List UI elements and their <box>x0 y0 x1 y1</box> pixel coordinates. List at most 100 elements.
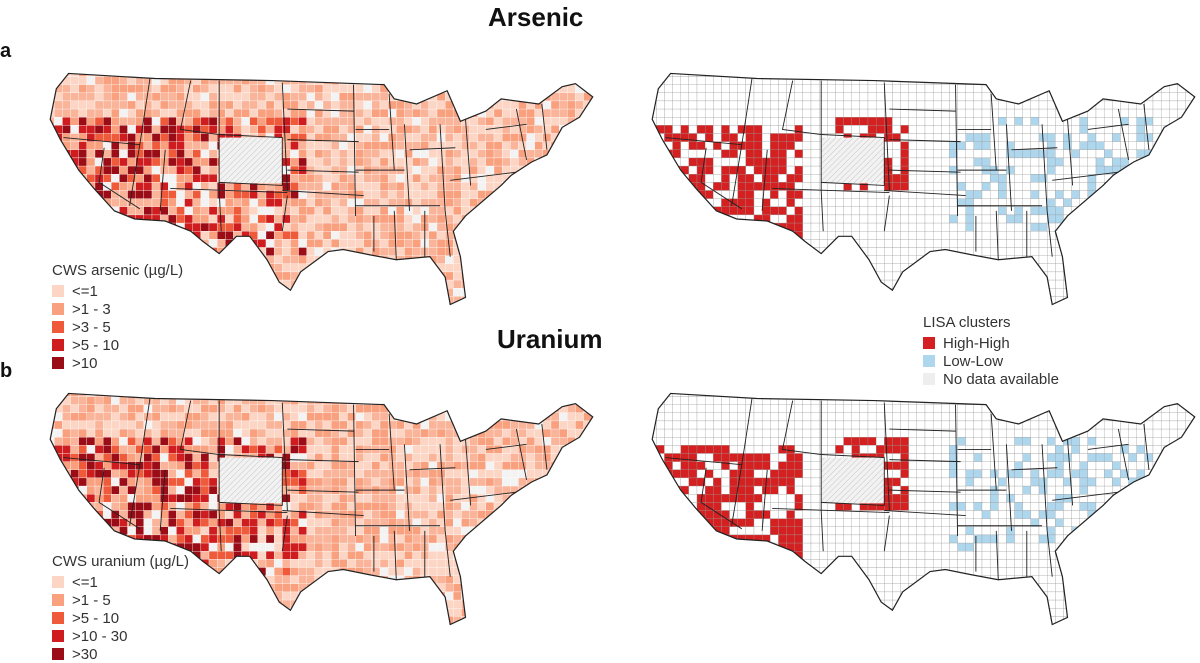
county-cell <box>364 421 372 429</box>
county-cell <box>1129 264 1137 272</box>
county-cell <box>144 223 152 231</box>
county-cell <box>494 158 502 166</box>
county-cell <box>193 215 201 223</box>
county-cell <box>217 305 225 313</box>
county-cell <box>396 134 404 142</box>
county-cell <box>87 445 95 453</box>
county-cell <box>1177 280 1185 288</box>
county-cell <box>478 288 486 296</box>
county-cell <box>584 125 592 133</box>
county-cell <box>1129 142 1137 150</box>
county-cell <box>494 388 502 396</box>
county-cell <box>168 77 176 85</box>
county-cell <box>941 239 949 247</box>
county-cell <box>470 166 478 174</box>
county-cell <box>1023 134 1031 142</box>
county-cell <box>217 296 225 304</box>
county-cell <box>437 207 445 215</box>
county-cell <box>1072 93 1080 101</box>
county-cell <box>852 93 860 101</box>
county-cell <box>429 101 437 109</box>
county-cell <box>323 85 331 93</box>
county-cell <box>966 280 974 288</box>
county-cell <box>1137 142 1145 150</box>
county-cell <box>339 150 347 158</box>
county-cell <box>1015 68 1023 76</box>
county-cell <box>1145 239 1153 247</box>
county-cell <box>323 174 331 182</box>
county-cell <box>738 199 746 207</box>
county-cell <box>1112 305 1120 313</box>
county-cell <box>160 437 168 445</box>
county-cell <box>461 397 469 405</box>
county-cell <box>827 109 835 117</box>
county-cell <box>461 142 469 150</box>
county-cell <box>787 215 795 223</box>
county-cell <box>1015 77 1023 85</box>
county-cell <box>1047 109 1055 117</box>
county-cell <box>527 125 535 133</box>
county-cell <box>71 68 79 76</box>
county-cell <box>176 134 184 142</box>
county-cell <box>396 462 404 470</box>
county-cell <box>290 125 298 133</box>
county-cell <box>494 109 502 117</box>
county-cell <box>584 191 592 199</box>
county-cell <box>258 199 266 207</box>
county-cell <box>998 68 1006 76</box>
county-cell <box>852 68 860 76</box>
county-cell <box>689 158 697 166</box>
county-cell <box>559 134 567 142</box>
county-cell <box>209 109 217 117</box>
county-cell <box>778 305 786 313</box>
county-cell <box>1161 288 1169 296</box>
county-cell <box>372 272 380 280</box>
county-cell <box>274 248 282 256</box>
county-cell <box>233 305 241 313</box>
county-cell <box>470 305 478 313</box>
county-cell <box>356 207 364 215</box>
county-cell <box>575 142 583 150</box>
county-cell <box>909 77 917 85</box>
county-cell <box>648 239 656 247</box>
county-cell <box>209 445 217 453</box>
county-cell <box>1063 199 1071 207</box>
county-cell <box>835 305 843 313</box>
county-cell <box>1137 85 1145 93</box>
county-cell <box>998 191 1006 199</box>
county-cell <box>331 93 339 101</box>
county-cell <box>209 101 217 109</box>
county-cell <box>486 199 494 207</box>
county-cell <box>721 280 729 288</box>
county-cell <box>461 68 469 76</box>
county-cell <box>1088 158 1096 166</box>
county-cell <box>429 454 437 462</box>
county-cell <box>527 264 535 272</box>
county-cell <box>770 109 778 117</box>
county-cell <box>681 280 689 288</box>
county-cell <box>1194 166 1200 174</box>
county-cell <box>185 117 193 125</box>
county-cell <box>754 109 762 117</box>
county-cell <box>738 207 746 215</box>
county-cell <box>584 134 592 142</box>
county-cell <box>933 182 941 190</box>
county-cell <box>339 239 347 247</box>
no-data-region <box>219 138 282 184</box>
county-cell <box>445 272 453 280</box>
county-cell <box>339 272 347 280</box>
county-cell <box>974 239 982 247</box>
county-cell <box>1072 256 1080 264</box>
county-cell <box>819 199 827 207</box>
county-cell <box>160 421 168 429</box>
county-cell <box>1063 109 1071 117</box>
county-cell <box>1072 296 1080 304</box>
county-cell <box>1137 166 1145 174</box>
county-cell <box>795 166 803 174</box>
county-cell <box>835 109 843 117</box>
county-cell <box>1096 223 1104 231</box>
county-cell <box>527 429 535 437</box>
county-cell <box>87 215 95 223</box>
county-cell <box>705 223 713 231</box>
county-cell <box>705 215 713 223</box>
